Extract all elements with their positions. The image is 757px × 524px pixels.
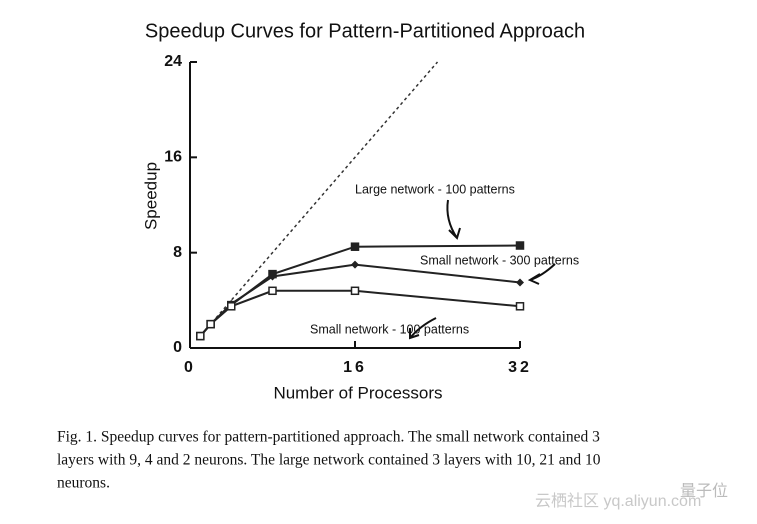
series-line [199,61,439,337]
point [196,331,205,341]
point [351,260,359,269]
annotation: Large network - 100 patterns [355,182,515,196]
caption-line: Fig. 1. Speedup curves for pattern-parti… [57,429,600,446]
point [516,278,524,287]
point [515,302,525,311]
y-tick-label: 24 [164,53,182,70]
point [227,302,236,311]
caption-line: layers with 9, 4 and 2 neurons. The larg… [57,452,601,469]
y-axis-label: Speedup [141,162,160,230]
x-tick-label: 16 [343,359,367,376]
watermark: 量子位 [680,482,728,500]
point [268,286,277,296]
x-tick-label: 32 [508,359,532,376]
point [350,242,360,251]
chart-title: Speedup Curves for Pattern-Partitioned A… [145,20,585,42]
point [206,319,215,329]
annotation: Small network - 300 patterns [420,253,579,267]
caption-line: neurons. [57,475,110,492]
y-tick-label: 16 [164,149,182,166]
arrows [409,199,556,340]
x-tick-label: 0 [184,359,196,376]
point [350,286,360,296]
x-axis-label: Number of Processors [273,383,442,402]
annotation: Small network - 100 patterns [310,322,469,336]
point [268,272,277,281]
y-tick-label: 0 [173,339,182,356]
y-tick-label: 8 [173,244,182,261]
watermark: 云栖社区 yq.aliyun.com [535,492,701,510]
point [515,241,525,250]
